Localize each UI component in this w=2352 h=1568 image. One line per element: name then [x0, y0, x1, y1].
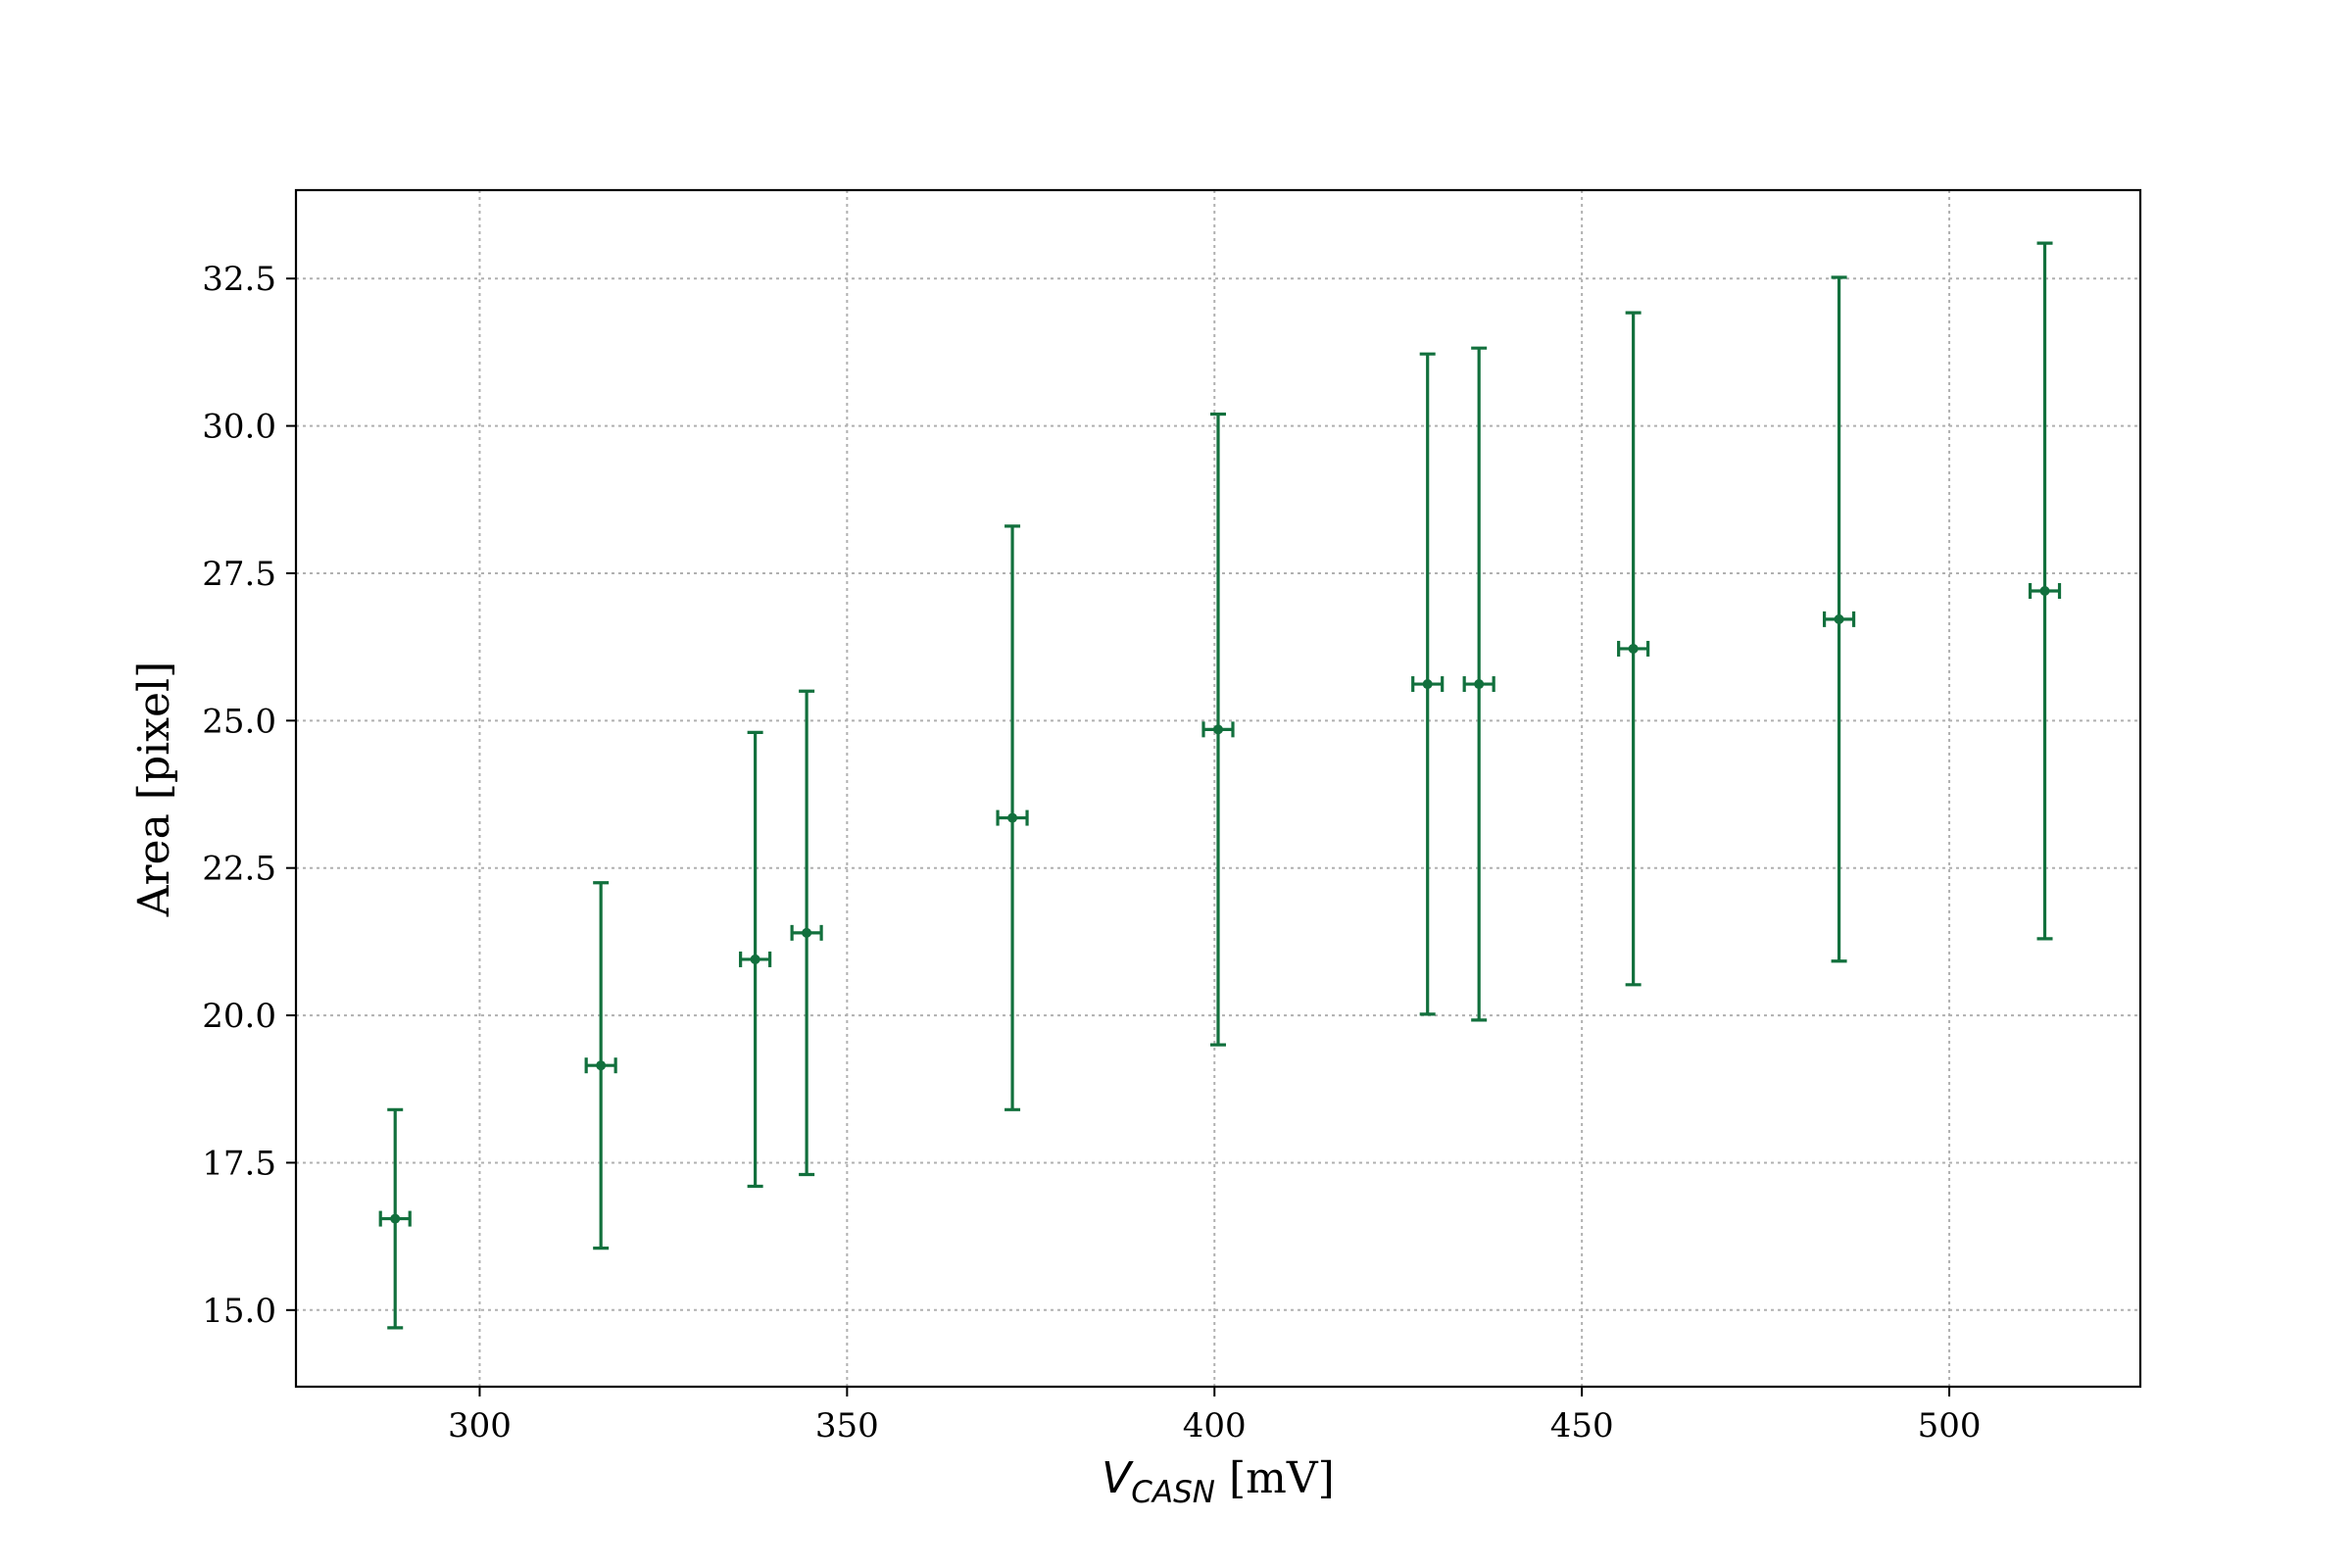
data-point — [750, 954, 760, 964]
data-point — [1628, 643, 1639, 654]
x-tick-label: 300 — [448, 1406, 512, 1446]
data-point — [1213, 724, 1223, 735]
data-point — [390, 1213, 401, 1224]
data-point — [1474, 679, 1485, 690]
error-bar-point — [996, 524, 1029, 1111]
y-tick-label: 27.5 — [202, 555, 276, 594]
error-bar-point — [1822, 275, 1856, 963]
axis-ticks: 300 350 400 450 500 15.0 17.5 20.0 22.5 25.0 27.5 3… — [202, 260, 1981, 1446]
y-tick-label: 15.0 — [202, 1292, 276, 1331]
x-tick-label: 400 — [1183, 1406, 1247, 1446]
error-bar-point — [1462, 346, 1495, 1022]
data-point — [2039, 586, 2050, 597]
x-tick-label: 500 — [1918, 1406, 1982, 1446]
error-bar-point — [2028, 241, 2062, 941]
y-tick-label: 30.0 — [202, 408, 276, 447]
y-tick-label: 25.0 — [202, 702, 276, 741]
plot-frame — [294, 188, 2142, 1389]
error-bar-point — [584, 881, 617, 1250]
error-bar-point — [739, 730, 772, 1189]
x-axis-label-main: V — [1102, 1453, 1134, 1503]
y-tick-label: 32.5 — [202, 260, 276, 299]
y-tick-label: 22.5 — [202, 850, 276, 889]
data-series — [378, 241, 2062, 1330]
x-tick-label: 350 — [815, 1406, 879, 1446]
error-bar-point — [1617, 311, 1650, 987]
error-bar-point — [1411, 352, 1445, 1016]
y-tick-label: 20.0 — [202, 997, 276, 1036]
data-point — [802, 927, 812, 938]
error-bar-point — [790, 689, 823, 1177]
data-point — [596, 1060, 607, 1071]
data-point — [1834, 613, 1844, 624]
error-bar-point — [378, 1107, 412, 1330]
x-tick-label: 450 — [1550, 1406, 1614, 1446]
x-axis-label-subscript: CASN — [1131, 1475, 1215, 1510]
data-point — [1422, 679, 1433, 690]
y-axis-label: Area [pixel] — [129, 662, 179, 918]
x-axis-label-unit: [mV] — [1215, 1453, 1335, 1503]
data-point — [1007, 812, 1018, 823]
y-tick-label: 17.5 — [202, 1144, 276, 1183]
error-bar-point — [1201, 412, 1235, 1047]
x-axis-label: VCASN [mV] — [1102, 1453, 1335, 1510]
